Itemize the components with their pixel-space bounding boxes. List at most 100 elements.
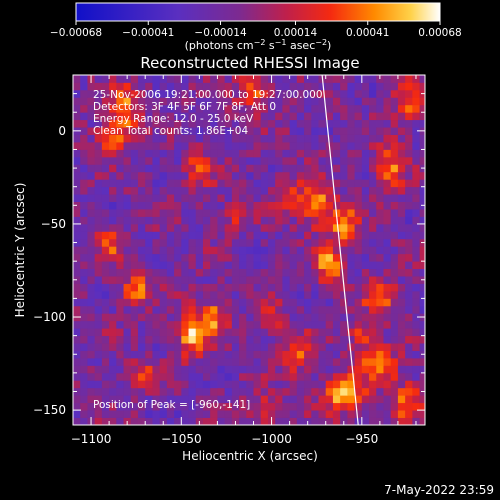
heatmap-cell	[109, 149, 117, 158]
heatmap-cell	[195, 372, 204, 381]
heatmap-cell	[296, 179, 305, 188]
heatmap-cell	[318, 335, 327, 344]
heatmap-cell	[332, 417, 341, 425]
heatmap-cell	[376, 298, 384, 307]
heatmap-cell	[195, 335, 204, 344]
heatmap-cell	[376, 402, 384, 411]
heatmap-cell	[361, 276, 370, 284]
heatmap-cell	[130, 171, 139, 180]
heatmap-cell	[152, 253, 161, 262]
heatmap-cell	[202, 343, 211, 351]
heatmap-cell	[412, 216, 420, 225]
heatmap-cell	[137, 179, 146, 188]
heatmap-cell	[390, 343, 399, 351]
heatmap-cell	[304, 231, 312, 240]
heatmap-cell	[188, 365, 197, 374]
heatmap-cell	[361, 142, 370, 150]
heatmap-cell	[282, 372, 291, 381]
heatmap-cell	[202, 402, 211, 411]
heatmap-cell	[340, 194, 348, 202]
heatmap-cell	[123, 97, 132, 106]
heatmap-cell	[347, 365, 355, 374]
heatmap-cell	[87, 402, 96, 411]
heatmap-cell	[296, 395, 305, 404]
heatmap-cell	[87, 201, 96, 210]
heatmap-cell	[130, 201, 139, 210]
heatmap-cell	[311, 142, 319, 150]
heatmap-cell	[123, 320, 132, 329]
heatmap-cell	[376, 395, 384, 404]
heatmap-cell	[260, 223, 269, 232]
heatmap-cell	[361, 320, 370, 329]
heatmap-cell	[217, 201, 226, 210]
heatmap-cell	[289, 194, 298, 202]
heatmap-cell	[217, 238, 226, 247]
heatmap-cell	[202, 127, 211, 135]
heatmap-cell	[202, 290, 211, 299]
heatmap-cell	[181, 350, 189, 359]
heatmap-cell	[253, 372, 262, 381]
heatmap-cell	[101, 223, 110, 232]
heatmap-cell	[318, 417, 327, 425]
heatmap-cell	[202, 380, 211, 389]
heatmap-cell	[405, 89, 413, 98]
heatmap-cell	[390, 89, 399, 98]
heatmap-cell	[325, 372, 334, 381]
heatmap-cell	[376, 149, 384, 158]
heatmap-cell	[188, 246, 197, 255]
heatmap-cell	[188, 402, 197, 411]
heatmap-cell	[405, 350, 413, 359]
heatmap-cell	[224, 268, 233, 277]
heatmap-cell	[239, 313, 247, 322]
heatmap-cell	[325, 320, 334, 329]
heatmap-cell	[137, 290, 146, 299]
heatmap-cell	[87, 283, 96, 292]
heatmap-cell	[166, 216, 175, 225]
heatmap-cell	[231, 395, 240, 404]
heatmap-cell	[311, 75, 319, 83]
heatmap-cell	[304, 350, 312, 359]
heatmap-cell	[369, 112, 377, 121]
heatmap-cell	[109, 194, 117, 202]
heatmap-cell	[253, 216, 262, 225]
heatmap-cell	[116, 380, 124, 389]
heatmap-cell	[369, 261, 377, 270]
heatmap-cell	[260, 216, 269, 225]
heatmap-cell	[397, 410, 406, 418]
heatmap-cell	[202, 253, 211, 262]
heatmap-cell	[109, 290, 117, 299]
heatmap-cell	[73, 357, 81, 366]
heatmap-cell	[224, 194, 233, 202]
heatmap-cell	[340, 410, 348, 418]
heatmap-cell	[116, 119, 124, 128]
heatmap-cell	[152, 75, 161, 83]
heatmap-cell	[130, 179, 139, 188]
heatmap-cell	[340, 357, 348, 366]
heatmap-cell	[239, 328, 247, 337]
heatmap-cell	[260, 97, 269, 106]
heatmap-cell	[174, 313, 182, 322]
heatmap-cell	[253, 119, 262, 128]
heatmap-cell	[325, 223, 334, 232]
heatmap-cell	[195, 305, 204, 314]
heatmap-cell	[217, 357, 226, 366]
heatmap-cell	[101, 186, 110, 195]
heatmap-cell	[311, 246, 319, 255]
heatmap-cell	[109, 268, 117, 277]
heatmap-cell	[282, 186, 291, 195]
heatmap-cell	[369, 410, 377, 418]
heatmap-cell	[87, 223, 96, 232]
heatmap-cell	[361, 365, 370, 374]
heatmap-cell	[87, 171, 96, 180]
heatmap-cell	[246, 313, 254, 322]
heatmap-cell	[101, 335, 110, 344]
heatmap-cell	[210, 82, 218, 91]
plot-frame	[72, 74, 426, 426]
heatmap-cell	[188, 335, 197, 344]
heatmap-cell	[80, 223, 88, 232]
heatmap-cell	[318, 365, 327, 374]
heatmap-cell	[253, 246, 262, 255]
heatmap-cell	[253, 201, 262, 210]
heatmap-cell	[304, 261, 312, 270]
heatmap-cell	[224, 320, 233, 329]
